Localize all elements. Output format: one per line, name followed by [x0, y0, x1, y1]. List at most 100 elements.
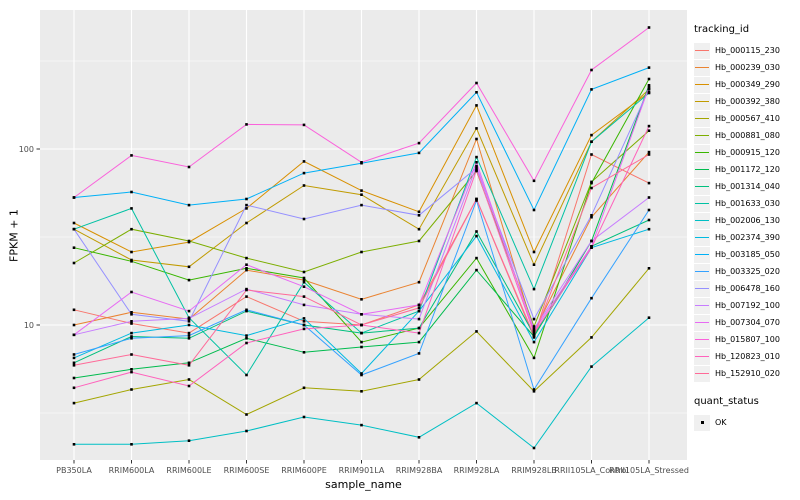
data-point	[302, 303, 306, 307]
data-point	[532, 390, 536, 393]
legend-label: Hb_003325_020	[715, 267, 780, 276]
series-color-key-icon	[694, 365, 710, 382]
data-point	[475, 166, 478, 170]
data-point	[187, 323, 191, 327]
x-tick-label: RRII105LA_Stressed	[609, 466, 689, 475]
data-point	[245, 256, 248, 260]
data-point	[245, 295, 248, 298]
series-line-swatch-icon	[695, 151, 709, 153]
data-point	[590, 140, 593, 143]
series-line-swatch-icon	[695, 287, 709, 289]
legend-title-tracking-id: tracking_id	[694, 24, 750, 35]
data-point	[590, 214, 593, 217]
data-point	[475, 401, 478, 405]
data-point	[360, 189, 363, 192]
data-point	[72, 308, 76, 312]
data-point	[302, 184, 306, 187]
legend-item-Hb_002374_390: Hb_002374_390	[694, 229, 780, 246]
data-point	[72, 333, 76, 337]
series-line-swatch-icon	[695, 270, 709, 272]
data-point	[302, 276, 306, 280]
legend-label: Hb_015807_100	[715, 335, 780, 344]
data-point	[475, 155, 478, 159]
series-color-key-icon	[694, 178, 710, 195]
x-tick-label: RRIM901LA	[339, 466, 385, 475]
data-point	[360, 313, 363, 316]
series-color-key-icon	[694, 348, 710, 365]
data-point	[532, 327, 536, 331]
data-point	[72, 246, 76, 249]
data-point	[130, 337, 133, 340]
data-point	[72, 261, 76, 265]
data-point	[475, 234, 478, 238]
data-point	[72, 376, 76, 380]
data-point	[647, 181, 651, 185]
legend-item-Hb_007304_070: Hb_007304_070	[694, 314, 780, 331]
y-tick-label: 10	[24, 321, 34, 330]
data-point	[72, 361, 76, 365]
data-point	[532, 179, 536, 183]
data-point	[245, 197, 248, 201]
series-color-key-icon	[694, 42, 710, 59]
data-point	[475, 164, 478, 168]
data-point	[245, 288, 248, 292]
data-point	[590, 365, 593, 368]
x-tick-label: RRIM600PE	[281, 466, 327, 475]
data-point	[187, 361, 191, 365]
series-color-key-icon	[694, 212, 710, 229]
data-point	[187, 203, 191, 207]
data-point	[417, 317, 421, 321]
x-tick-label: RRIM928LA	[454, 466, 500, 475]
series-color-key-icon	[694, 110, 710, 127]
data-point	[360, 298, 363, 301]
legend-title-quant-status: quant_status	[694, 396, 759, 407]
legend-item-Hb_000567_410: Hb_000567_410	[694, 110, 780, 127]
data-point	[475, 104, 478, 107]
legend-item-Hb_000349_290: Hb_000349_290	[694, 76, 780, 93]
legend-label: Hb_000881_080	[715, 131, 780, 140]
data-point	[417, 306, 421, 310]
data-point	[130, 322, 133, 325]
data-point	[187, 265, 191, 269]
data-point	[187, 337, 191, 340]
series-line-swatch-icon	[695, 117, 709, 119]
data-point	[647, 196, 651, 199]
data-point	[360, 372, 363, 375]
data-point	[475, 127, 478, 130]
data-point	[72, 386, 76, 390]
data-point	[532, 446, 536, 450]
data-point	[360, 203, 363, 207]
data-point	[475, 161, 478, 164]
data-point	[72, 323, 76, 327]
data-point	[245, 337, 248, 340]
legend-label: Hb_006478_160	[715, 284, 780, 293]
data-point	[590, 239, 593, 243]
data-point	[187, 384, 191, 388]
series-line-swatch-icon	[695, 49, 709, 51]
data-point	[647, 267, 651, 270]
data-point	[360, 423, 363, 427]
data-point	[187, 320, 191, 323]
data-point	[245, 373, 248, 377]
data-point	[72, 356, 76, 360]
data-point	[417, 151, 421, 155]
data-point	[475, 256, 478, 260]
data-point	[475, 168, 478, 172]
x-tick-label: RRIM928BA	[396, 466, 443, 475]
data-point	[417, 141, 421, 145]
data-point	[245, 341, 248, 345]
data-point	[130, 190, 133, 194]
data-point	[302, 351, 306, 354]
data-point	[130, 370, 133, 374]
legend-label: Hb_001172_120	[715, 165, 780, 174]
series-line-swatch-icon	[695, 304, 709, 306]
x-tick-label: RRII105LA_Control	[554, 466, 628, 475]
data-point	[302, 415, 306, 419]
data-point	[245, 123, 248, 126]
legend-item-ok: OK	[694, 414, 780, 431]
legend-item-Hb_001633_030: Hb_001633_030	[694, 195, 780, 212]
series-line-swatch-icon	[695, 66, 709, 68]
legend-label: Hb_000239_030	[715, 63, 780, 72]
data-point	[647, 124, 651, 128]
data-point	[130, 154, 133, 157]
